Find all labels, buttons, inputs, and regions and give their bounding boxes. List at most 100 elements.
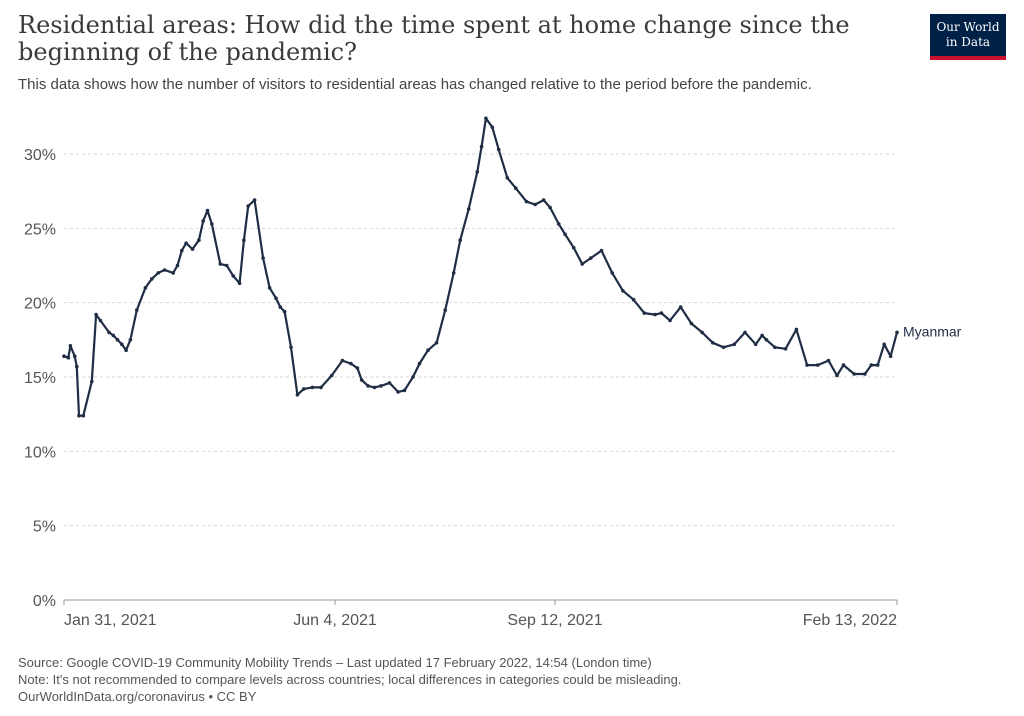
data-point	[434, 341, 439, 345]
data-point	[94, 312, 98, 317]
data-point	[402, 388, 407, 393]
series-line-myanmar	[63, 117, 899, 417]
data-point	[721, 345, 726, 350]
data-point	[282, 309, 287, 314]
data-point	[224, 263, 229, 268]
data-point	[533, 202, 537, 207]
data-point	[524, 199, 529, 204]
data-point	[387, 381, 392, 385]
chart-title: Residential areas: How did the time spen…	[18, 11, 850, 66]
data-point	[150, 277, 154, 281]
data-point	[205, 208, 210, 213]
data-point	[77, 413, 81, 418]
data-point	[548, 205, 552, 210]
data-point	[642, 311, 647, 315]
data-point	[631, 297, 636, 302]
logo-line-2: in Data	[945, 35, 991, 49]
data-point	[496, 147, 501, 152]
data-point	[888, 354, 893, 359]
data-point	[156, 271, 160, 275]
data-point	[794, 327, 799, 332]
data-point	[197, 238, 201, 242]
data-point	[580, 262, 584, 266]
y-tick-label: 0%	[33, 593, 56, 610]
data-point	[242, 238, 246, 242]
data-point	[295, 393, 300, 397]
data-point	[246, 204, 250, 208]
y-axis-ticks: 0% 5% 10% 15% 20% 25% 30%	[24, 147, 56, 610]
data-point	[621, 289, 625, 293]
data-point	[184, 241, 188, 245]
data-point	[180, 248, 184, 253]
data-point	[451, 271, 456, 275]
data-point	[783, 347, 788, 351]
data-point	[882, 342, 886, 347]
data-point	[355, 366, 360, 370]
data-point	[563, 232, 567, 237]
data-point	[841, 363, 846, 367]
data-point	[201, 219, 205, 223]
data-point	[171, 271, 175, 275]
data-point	[267, 286, 272, 290]
data-point	[490, 125, 495, 129]
credit-link[interactable]: OurWorldInData.org/coronavirus • CC BY	[18, 689, 257, 704]
data-point	[237, 281, 242, 286]
data-point	[90, 379, 94, 384]
data-point	[753, 342, 758, 347]
chart-footer: Source: Google COVID-19 Community Mobili…	[18, 654, 998, 705]
data-point	[218, 262, 223, 266]
y-tick-label: 15%	[24, 370, 56, 387]
data-point	[711, 341, 715, 345]
data-point	[135, 308, 139, 312]
data-point	[261, 256, 265, 260]
data-point	[98, 318, 103, 323]
data-point	[816, 363, 820, 367]
data-point	[514, 186, 518, 190]
data-point	[349, 361, 353, 366]
data-point	[128, 338, 133, 342]
data-point	[764, 338, 769, 342]
data-point	[743, 330, 747, 335]
data-point	[396, 390, 400, 394]
comparison-note: Note: It's not recommended to compare le…	[18, 672, 682, 687]
source-note: Source: Google COVID-19 Community Mobili…	[18, 655, 652, 670]
data-point	[668, 318, 672, 323]
data-point	[732, 342, 737, 347]
data-point	[835, 373, 839, 378]
data-point	[895, 330, 899, 335]
data-point	[278, 305, 283, 309]
data-point	[417, 361, 422, 366]
data-point	[289, 345, 293, 350]
data-point	[411, 375, 415, 379]
data-point	[689, 321, 694, 326]
data-point	[190, 247, 195, 251]
data-point	[359, 378, 364, 382]
data-point	[610, 271, 614, 275]
data-point	[466, 207, 471, 211]
gridlines	[64, 153, 897, 527]
data-point	[700, 330, 704, 335]
data-point	[310, 385, 315, 390]
data-point	[805, 363, 809, 367]
data-point	[505, 176, 510, 180]
x-tick-label: Jan 31, 2021	[64, 612, 157, 629]
data-point	[329, 373, 334, 378]
data-point	[72, 354, 77, 359]
data-point	[869, 363, 874, 367]
y-tick-label: 10%	[24, 444, 56, 461]
data-point	[484, 116, 488, 121]
series-label-myanmar: Myanmar	[903, 323, 962, 339]
data-point	[852, 372, 856, 376]
owid-logo[interactable]: Our World in Data	[930, 14, 1006, 60]
data-point	[443, 308, 448, 312]
y-tick-label: 30%	[24, 147, 56, 164]
data-point	[175, 263, 180, 268]
logo-line-1: Our World	[936, 20, 1000, 34]
data-point	[875, 363, 880, 367]
data-point	[773, 345, 777, 350]
data-point	[302, 387, 306, 391]
data-point	[589, 256, 593, 260]
data-point	[75, 364, 79, 369]
data-point	[111, 333, 116, 338]
